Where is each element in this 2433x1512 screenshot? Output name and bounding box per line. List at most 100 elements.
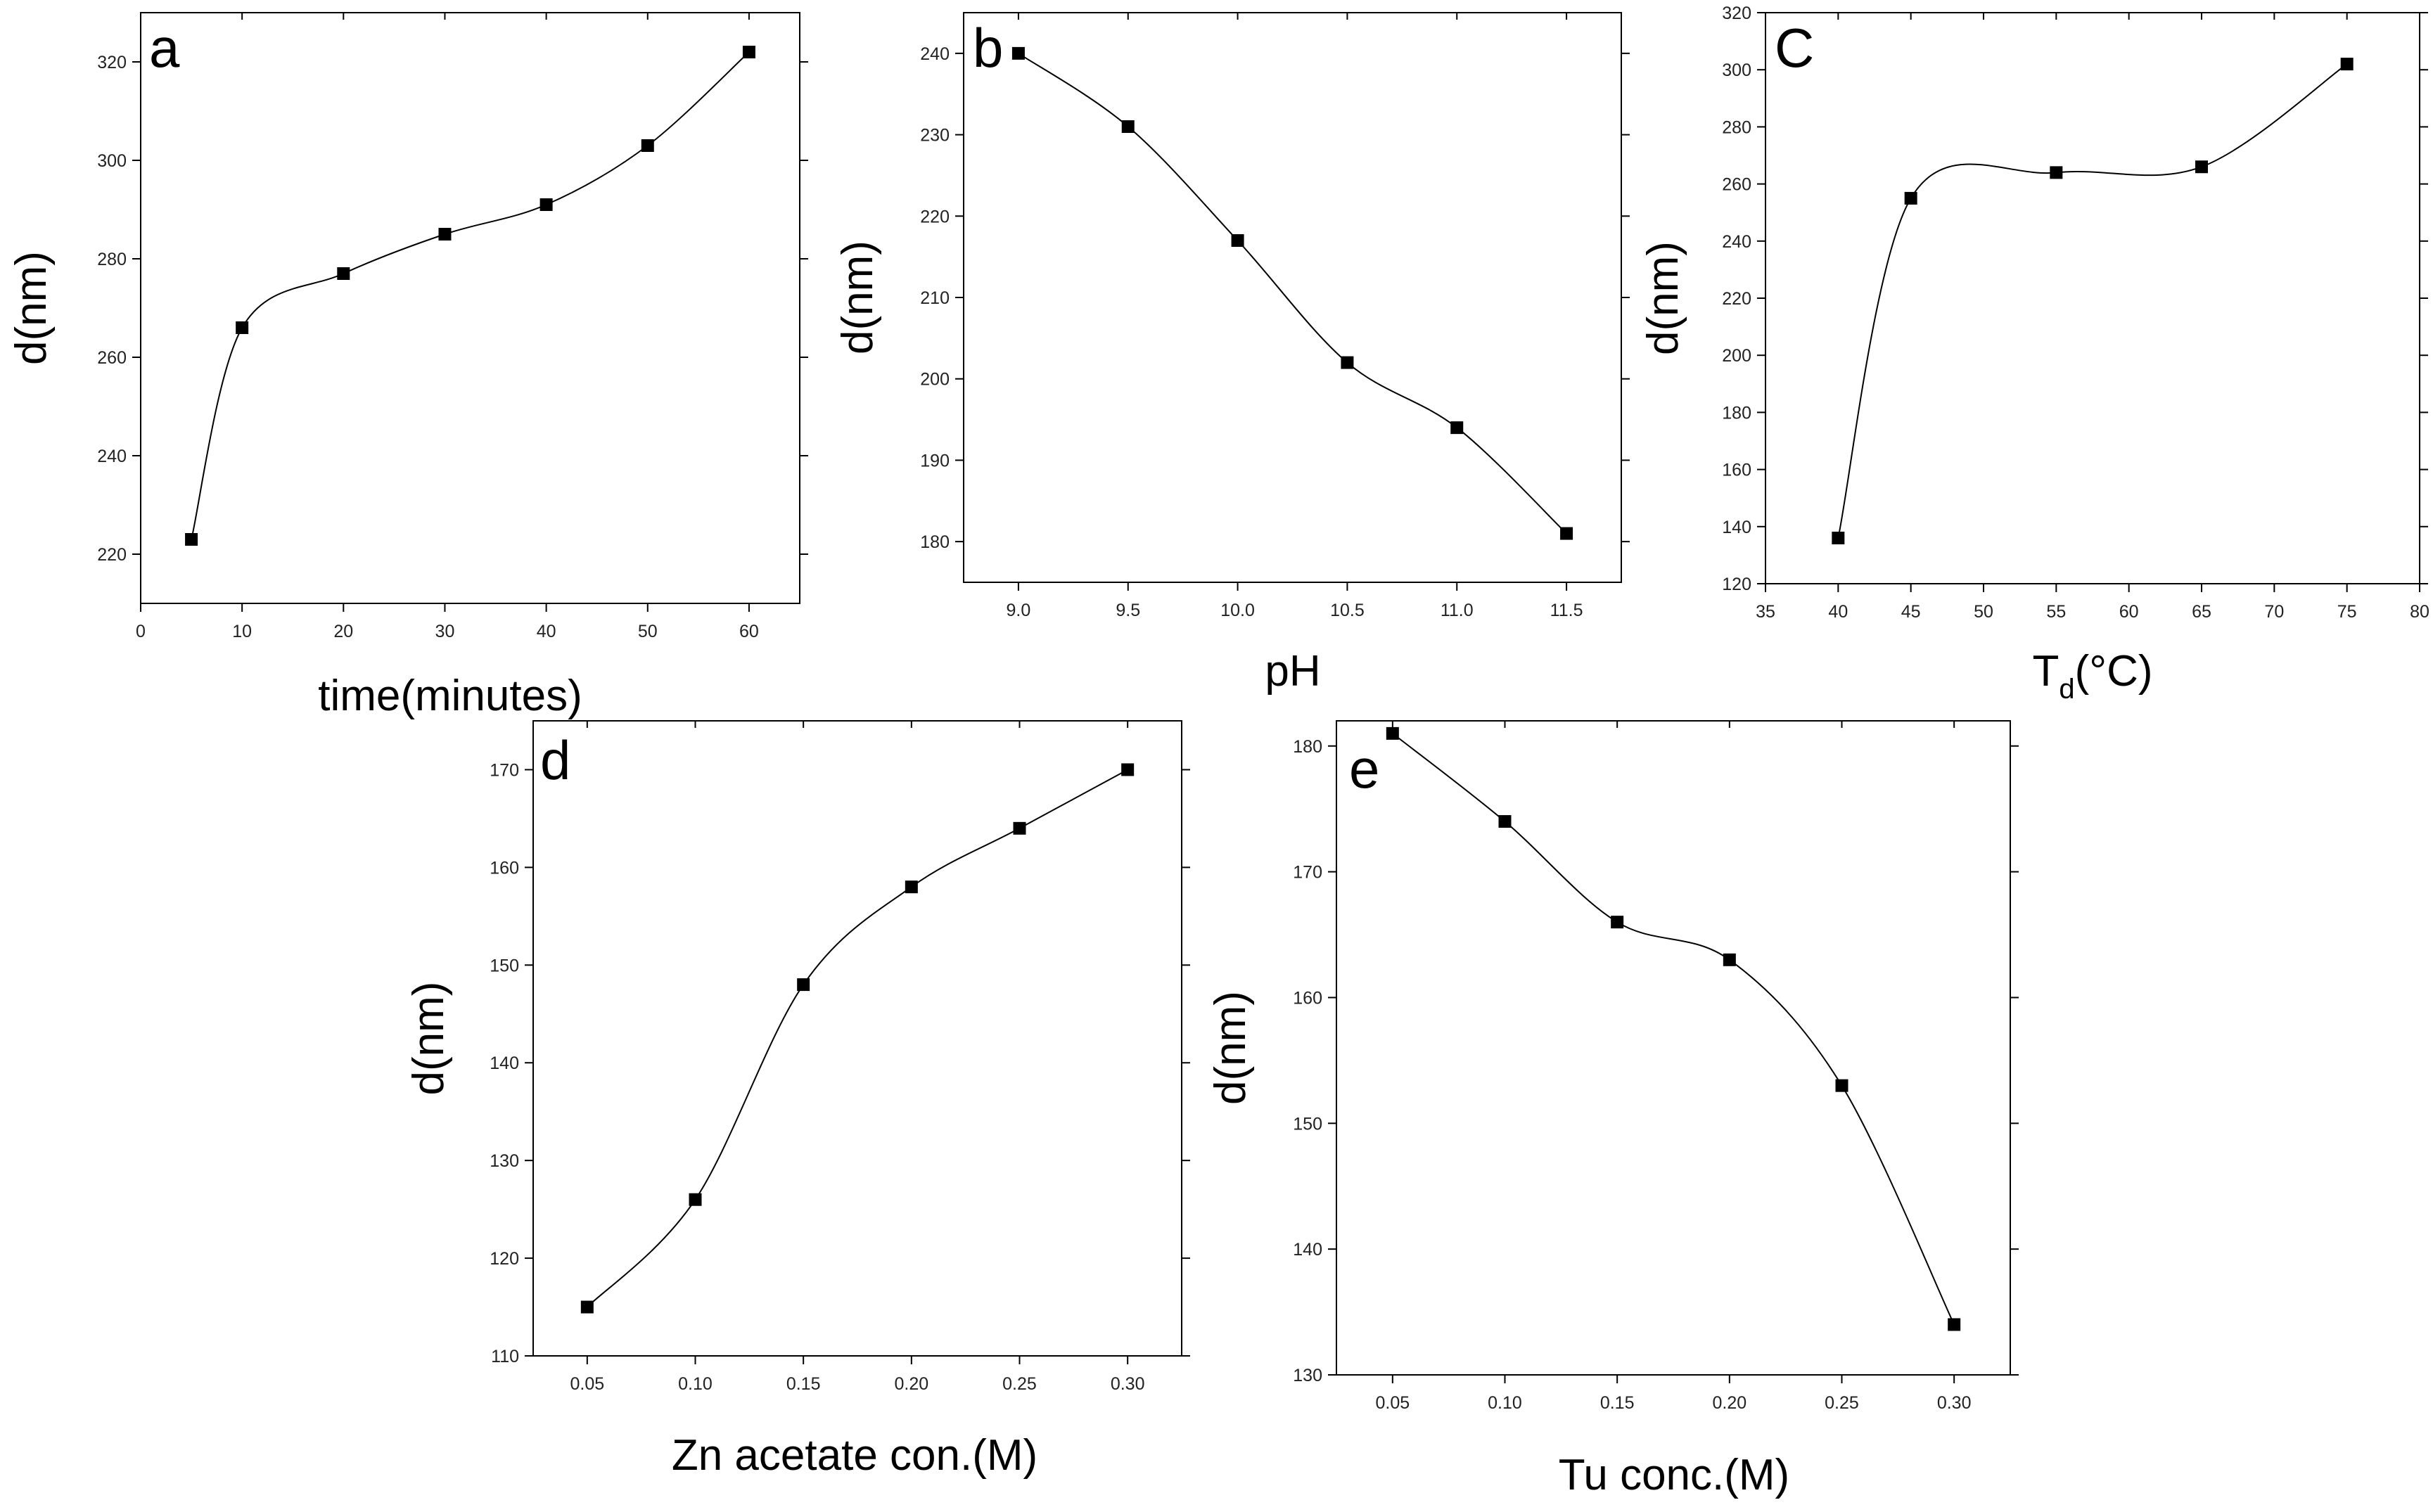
x-tick-label: 0.10: [678, 1374, 713, 1394]
x-tick-label: 0.05: [570, 1374, 604, 1394]
x-tick-label: 9.0: [1007, 601, 1031, 620]
y-axis-label: d(nm): [404, 982, 453, 1096]
x-axis-label-main: T: [2033, 647, 2060, 696]
x-tick-label: 0.20: [1712, 1393, 1746, 1413]
y-tick-label: 320: [97, 53, 127, 72]
x-tick-label: 45: [1901, 602, 1921, 622]
y-tick-label: 200: [920, 370, 950, 390]
panel-label: e: [1349, 738, 1379, 800]
y-axis-label: d(nm): [1639, 241, 1687, 355]
plot-frame: [532, 720, 1182, 1357]
data-point: [797, 978, 810, 992]
y-tick-label: 180: [1293, 737, 1322, 757]
x-tick-label: 0.30: [1111, 1374, 1145, 1394]
y-tick-label: 190: [920, 451, 950, 470]
y-tick-label: 220: [1722, 289, 1751, 309]
y-tick-label: 150: [490, 956, 519, 975]
y-tick-label: 130: [490, 1151, 519, 1171]
data-point: [1904, 191, 1917, 205]
x-axis-label-main: Tu conc.(M): [1559, 1451, 1789, 1499]
x-tick-label: 10.0: [1220, 601, 1255, 620]
series-line: [1837, 63, 2348, 539]
panel-label: C: [1775, 17, 1814, 79]
series-line: [1018, 53, 1567, 534]
data-point: [1013, 821, 1026, 835]
panel-d: 0.05 0.10 0.15 0.20 0.25 0.30 110 120 130 140 150 1…: [404, 720, 1190, 1480]
x-tick-label: 0: [136, 622, 146, 641]
data-point: [1832, 532, 1845, 545]
y-tick-label: 220: [920, 207, 950, 226]
x-tick-label: 10.5: [1330, 601, 1365, 620]
x-tick-label: 30: [435, 622, 455, 641]
y-tick-label: 260: [1722, 175, 1751, 195]
y-axis-label: d(nm): [834, 241, 882, 354]
y-tick-label: 320: [1722, 4, 1751, 23]
x-tick-label: 0.30: [1937, 1393, 1972, 1413]
series-line: [1392, 733, 1955, 1325]
x-tick-label: 55: [2046, 602, 2066, 622]
y-tick-label: 140: [1293, 1240, 1322, 1260]
x-tick-label: 40: [1828, 602, 1848, 622]
y-tick-label: 240: [1722, 232, 1751, 252]
x-tick-label: 0.25: [1825, 1393, 1859, 1413]
y-tick-label: 160: [490, 858, 519, 878]
y-tick-label: 110: [491, 1347, 519, 1366]
y-tick-label: 140: [490, 1053, 519, 1073]
data-point: [1121, 763, 1135, 776]
data-point: [1560, 527, 1573, 540]
x-axis-label-tail: (°C): [2075, 647, 2153, 696]
x-axis-label-subscript: d: [2059, 674, 2074, 705]
x-tick-label: 60: [739, 622, 759, 641]
x-tick-label: 50: [638, 622, 658, 641]
y-tick-label: 170: [490, 760, 519, 780]
x-tick-label: 65: [2192, 602, 2211, 622]
y-tick-label: 300: [1722, 60, 1751, 80]
panel-c: 35 40 45 50 55 60 65 70 75 80 120 140 160 180 200 220 24…: [1639, 4, 2429, 705]
y-tick-label: 240: [97, 447, 127, 466]
x-axis-label-main: pH: [1265, 647, 1320, 696]
x-tick-label: 0.20: [894, 1374, 928, 1394]
x-tick-label: 10: [232, 622, 252, 641]
data-point: [438, 228, 452, 241]
data-point: [580, 1300, 594, 1314]
data-point: [689, 1193, 702, 1206]
x-tick-label: 0.10: [1488, 1393, 1522, 1413]
data-point: [1498, 815, 1512, 828]
y-tick-label: 120: [490, 1249, 519, 1269]
x-tick-label: 60: [2119, 602, 2139, 622]
plot-frame: [140, 12, 800, 604]
data-point: [185, 533, 198, 546]
y-tick-label: 170: [1293, 863, 1322, 883]
x-tick-label: 75: [2337, 602, 2357, 622]
x-tick-label: 0.25: [1002, 1374, 1037, 1394]
x-axis-label: Zn acetate con.(M): [672, 1431, 1037, 1480]
x-axis-label-main: Zn acetate con.(M): [672, 1431, 1037, 1480]
data-point: [337, 267, 350, 280]
data-point: [742, 46, 755, 58]
x-axis-label: pH: [1265, 647, 1320, 696]
panel-label: a: [149, 17, 180, 79]
x-axis-label: time(minutes): [318, 672, 582, 720]
x-tick-label: 80: [2410, 602, 2429, 622]
panel-b: 9.0 9.5 10.0 10.5 11.0 11.5 180 190 200 210 220 230…: [834, 12, 1630, 696]
data-point: [1011, 46, 1025, 60]
x-axis-label: Tu conc.(M): [1559, 1451, 1789, 1499]
y-tick-label: 280: [97, 250, 127, 269]
y-tick-label: 150: [1293, 1114, 1322, 1134]
y-tick-label: 160: [1293, 988, 1322, 1008]
data-point: [1341, 356, 1354, 369]
panel-a: 0 10 20 30 40 50 60 220 240 260 280 300 320 a d(nm) tim…: [7, 12, 808, 720]
data-point: [1723, 953, 1736, 966]
y-tick-label: 180: [1722, 403, 1751, 423]
y-tick-label: 160: [1722, 461, 1751, 480]
y-tick-label: 200: [1722, 346, 1751, 366]
data-point: [2050, 166, 2063, 179]
data-point: [236, 321, 249, 334]
x-axis-label: Td(°C): [2033, 647, 2153, 705]
y-axis-label: d(nm): [7, 251, 56, 365]
y-tick-label: 240: [920, 44, 950, 64]
data-point: [1386, 726, 1399, 740]
x-tick-label: 50: [1974, 602, 1993, 622]
